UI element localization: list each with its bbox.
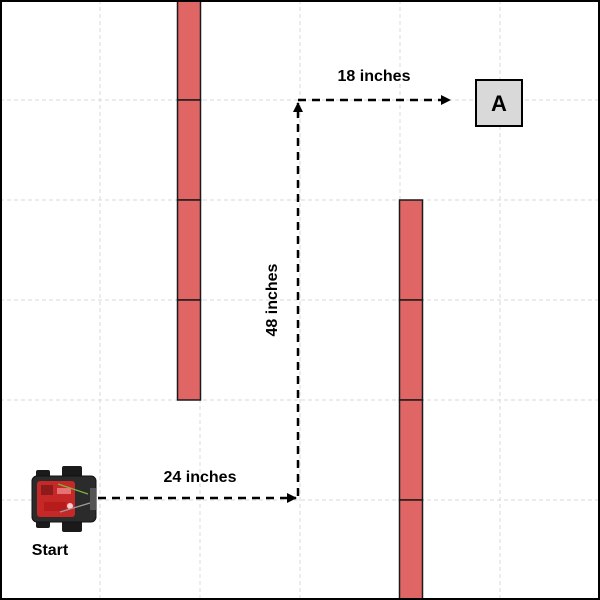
leg-label-18: 18 inches <box>338 68 411 85</box>
target-box <box>475 79 523 127</box>
walls <box>176 0 424 600</box>
leg-label-24: 24 inches <box>164 469 237 486</box>
robot-board-detail <box>57 488 71 494</box>
robot-wire <box>57 483 89 495</box>
robot-wire <box>59 502 91 513</box>
robot-wheel <box>62 466 82 478</box>
left-wall-segment <box>176 0 202 101</box>
robot-board-detail <box>44 502 66 511</box>
robot-board-detail <box>41 485 53 495</box>
leg-label-48: 48 inches <box>264 263 281 336</box>
start-label: Start <box>32 542 69 559</box>
robot-wheel <box>62 520 82 532</box>
right-wall-segment <box>398 199 424 301</box>
robot-icon <box>31 466 97 532</box>
target-a: A <box>475 79 523 127</box>
right-wall-segment <box>398 299 424 401</box>
right-wall-segment <box>398 399 424 501</box>
left-wall-segment <box>176 299 202 401</box>
left-wall-segment <box>176 99 202 201</box>
left-wall-segment <box>176 199 202 301</box>
robot-sensor <box>90 488 96 510</box>
right-wall-segment <box>398 499 424 600</box>
target-label: A <box>491 91 507 116</box>
robot-board-detail <box>67 503 73 509</box>
